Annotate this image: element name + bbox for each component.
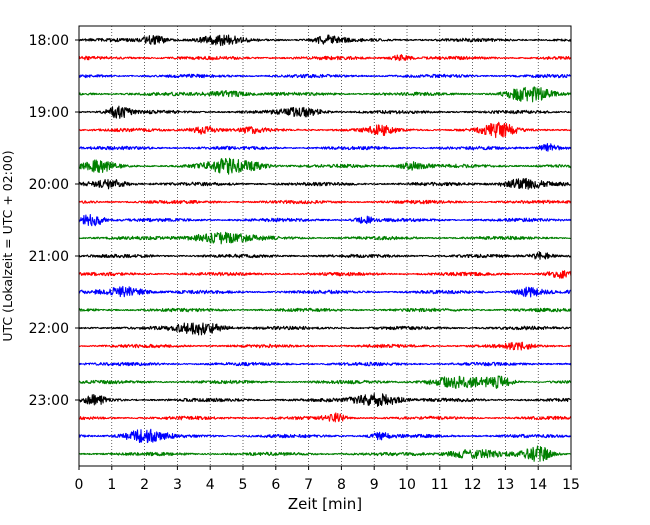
y-tick-label: 21:00 — [29, 249, 69, 265]
seismic-trace — [78, 86, 572, 103]
seismic-trace — [78, 445, 572, 462]
x-tick-label: 7 — [304, 477, 313, 493]
plot-frame — [78, 25, 572, 467]
y-tick-label: 18:00 — [29, 33, 69, 49]
x-tick-label: 12 — [464, 477, 482, 493]
x-tick-label: 0 — [75, 477, 84, 493]
x-tick-label: 15 — [562, 477, 580, 493]
seismic-trace — [78, 73, 572, 79]
seismic-trace — [78, 54, 572, 62]
seismic-trace — [78, 34, 572, 47]
x-tick-label: 9 — [370, 477, 379, 493]
y-tick-label: 20:00 — [29, 177, 69, 193]
seismic-trace — [78, 341, 572, 351]
seismic-trace — [78, 177, 572, 190]
seismic-trace — [78, 393, 572, 407]
x-tick-label: 8 — [337, 477, 346, 493]
x-tick-label: 10 — [398, 477, 416, 493]
x-tick-label: 4 — [206, 477, 215, 493]
y-tick-label: 23:00 — [29, 393, 69, 409]
x-tick-label: 13 — [496, 477, 514, 493]
x-tick-label: 14 — [529, 477, 547, 493]
x-tick-label: 6 — [271, 477, 280, 493]
y-tick-label: 22:00 — [29, 321, 69, 337]
seismic-trace — [78, 213, 572, 227]
seismic-trace — [78, 105, 572, 119]
x-axis-ticks: 0 1 2 3 4 5 6 7 8 9 10 11 12 13 14 15 — [75, 466, 580, 493]
seismic-trace — [78, 412, 572, 423]
x-tick-label: 2 — [140, 477, 149, 493]
seismic-trace — [78, 199, 572, 205]
seismic-trace — [78, 251, 572, 260]
x-tick-label: 5 — [239, 477, 248, 493]
x-tick-label: 3 — [173, 477, 182, 493]
seismic-trace — [78, 157, 572, 175]
seismic-trace — [78, 143, 572, 152]
y-tick-label: 19:00 — [29, 105, 69, 121]
x-tick-label: 11 — [431, 477, 449, 493]
seismic-trace — [78, 361, 572, 367]
seismic-trace — [78, 121, 572, 139]
x-tick-label: 1 — [107, 477, 116, 493]
y-axis-label: UTC (Lokalzeit = UTC + 02:00) — [0, 150, 15, 341]
seismic-trace — [78, 285, 572, 298]
seismic-trace — [78, 322, 572, 336]
seismic-trace — [78, 375, 572, 389]
trace-layer — [78, 34, 572, 462]
seismic-trace — [78, 307, 572, 313]
grid-layer — [111, 26, 539, 466]
seismic-trace — [78, 231, 572, 245]
x-axis-label: Zeit [min] — [288, 495, 362, 513]
y-axis-ticks: 18:00 19:00 20:00 21:00 22:00 23:00 — [29, 33, 79, 409]
seismic-trace — [78, 428, 572, 444]
seismic-trace — [78, 270, 572, 279]
